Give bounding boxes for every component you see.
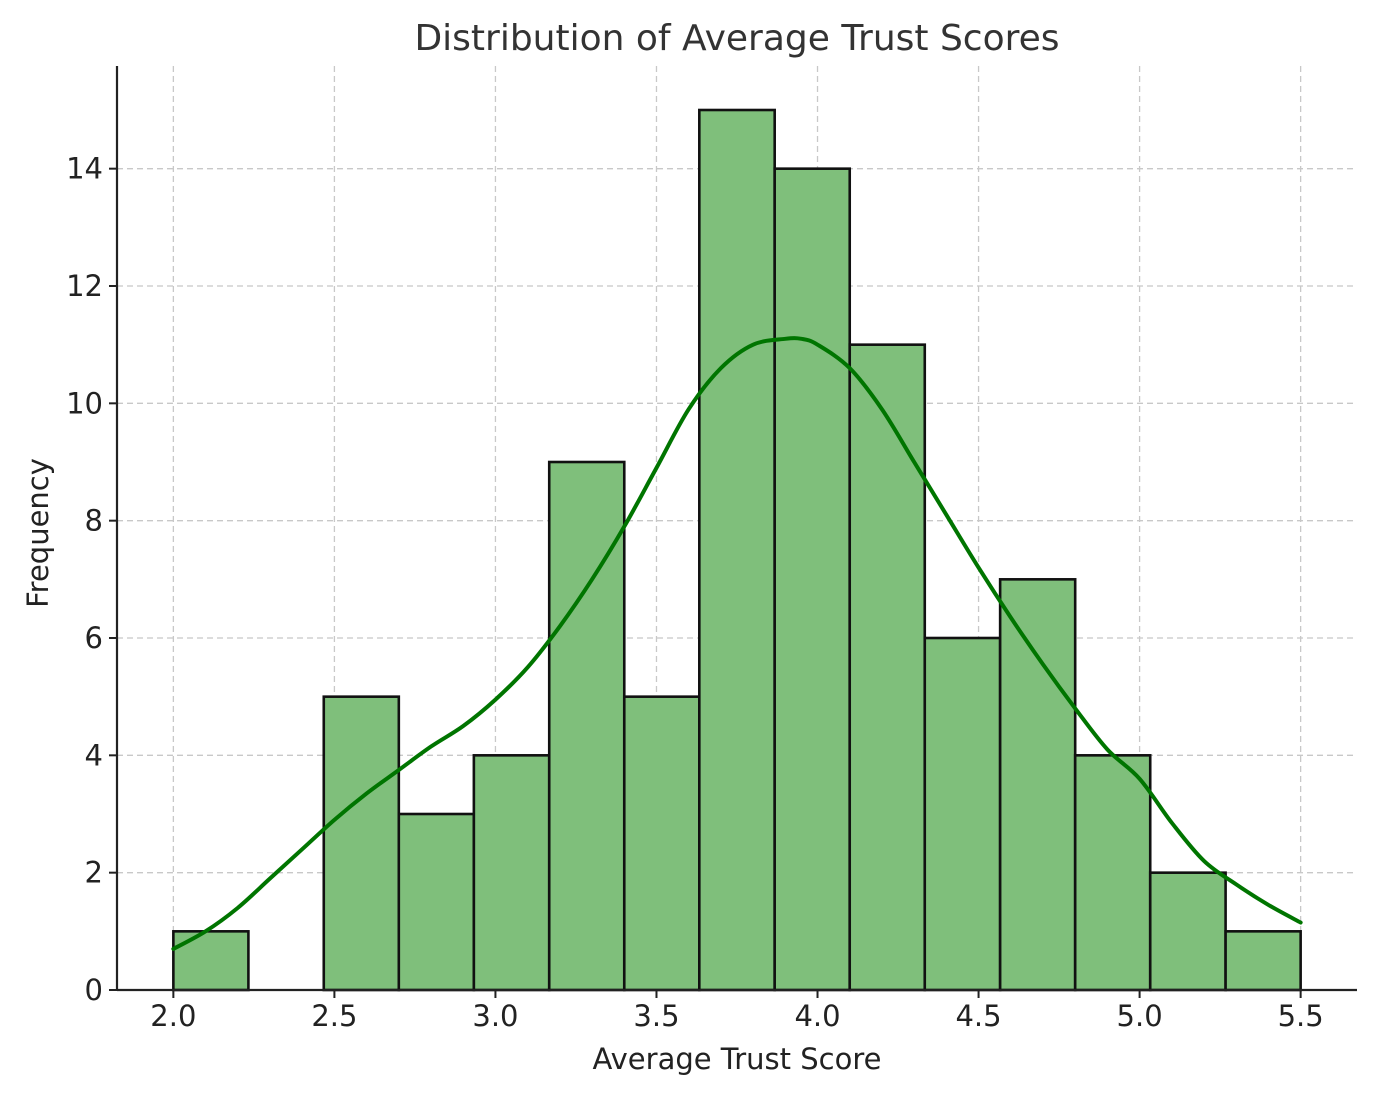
y-tick-label: 6 bbox=[85, 621, 103, 655]
histogram-bar bbox=[397, 812, 476, 992]
x-axis-label: Average Trust Score bbox=[593, 1042, 882, 1076]
histogram-bar bbox=[998, 578, 1077, 992]
kde-density-line bbox=[171, 336, 1303, 951]
y-tick-label: 14 bbox=[66, 152, 103, 186]
y-tick-label: 8 bbox=[85, 504, 103, 538]
histogram-bar bbox=[547, 460, 626, 992]
histogram-bar bbox=[472, 754, 551, 992]
y-tick-label: 0 bbox=[85, 973, 103, 1007]
y-tick-label: 2 bbox=[85, 856, 103, 890]
histogram-bar bbox=[698, 108, 776, 992]
y-tick-label: 12 bbox=[66, 269, 103, 303]
kde-curve-layer bbox=[171, 336, 1303, 951]
histogram-bar bbox=[322, 695, 401, 992]
histogram-bar bbox=[848, 343, 927, 992]
histogram-bar bbox=[1073, 754, 1152, 992]
x-tick-label: 5.5 bbox=[1278, 999, 1324, 1033]
tick-marks-and-labels: 2.0 2.5 3.0 3.5 4.0 4.5 5.0 5.5 0 2 4 6 8 10 12 14 bbox=[66, 152, 1324, 1033]
histogram-bar bbox=[773, 167, 852, 992]
histogram-bar bbox=[923, 636, 1002, 992]
axes bbox=[115, 66, 1357, 992]
histogram-bar bbox=[172, 930, 250, 992]
x-tick-label: 2.5 bbox=[311, 999, 357, 1033]
histogram-bar bbox=[1148, 871, 1227, 992]
histogram-bar bbox=[1224, 930, 1302, 992]
y-tick-label: 10 bbox=[66, 386, 103, 420]
x-tick-label: 2.0 bbox=[150, 999, 196, 1033]
y-tick-label: 4 bbox=[85, 738, 103, 772]
x-tick-label: 4.5 bbox=[955, 999, 1001, 1033]
x-tick-label: 4.0 bbox=[794, 999, 840, 1033]
x-tick-label: 5.0 bbox=[1117, 999, 1163, 1033]
histogram-bars bbox=[172, 108, 1302, 992]
x-tick-label: 3.0 bbox=[472, 999, 518, 1033]
histogram-bar bbox=[622, 695, 701, 992]
x-tick-label: 3.5 bbox=[633, 999, 679, 1033]
y-axis-label: Frequency bbox=[21, 458, 55, 608]
chart-title: Distribution of Average Trust Scores bbox=[414, 18, 1059, 59]
